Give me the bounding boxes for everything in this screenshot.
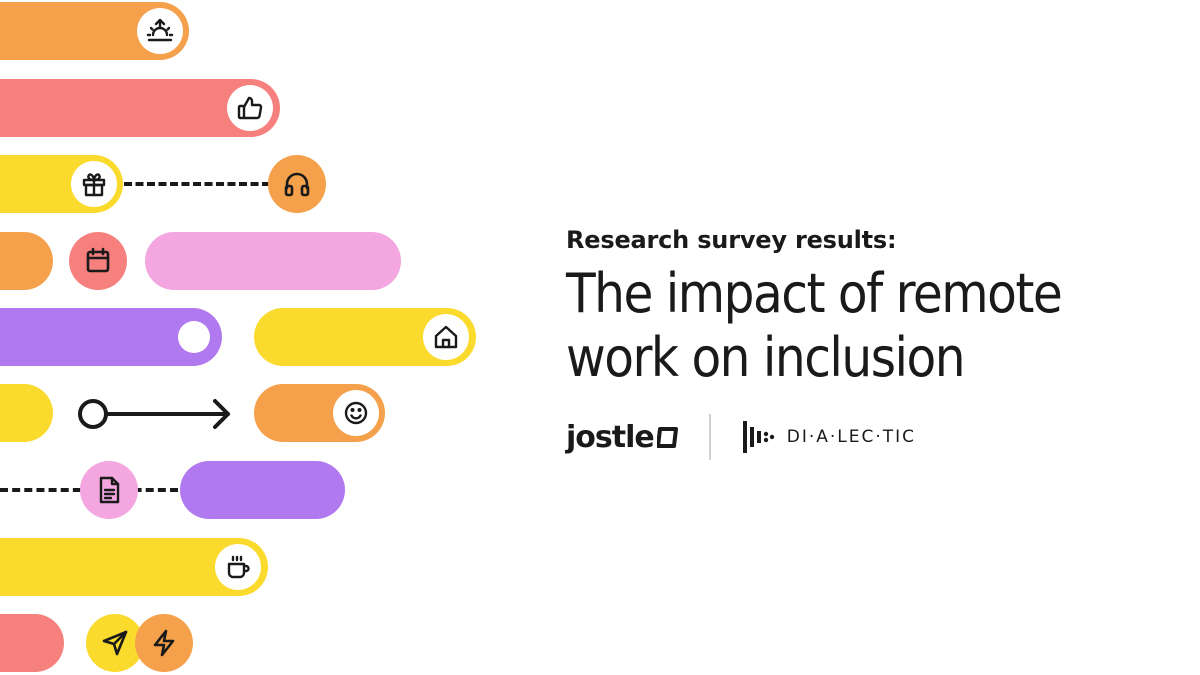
title-line-1: The impact of remote — [566, 262, 1063, 325]
thumbs-up-icon — [227, 85, 273, 131]
jostle-mark-icon — [656, 427, 678, 448]
dialectic-mark-icon — [742, 421, 774, 453]
jostle-wordmark: jostle — [566, 419, 655, 455]
red-bar — [0, 614, 64, 672]
dialectic-logo: DI·A·LEC·TIC — [741, 418, 916, 456]
dialectic-wordmark: DI·A·LEC·TIC — [786, 427, 917, 447]
title-block: Research survey results: The impact of r… — [566, 226, 1063, 390]
lightning-icon — [135, 614, 193, 672]
sunrise-icon — [137, 8, 183, 54]
yellow-bar — [0, 384, 53, 442]
title-line-2: work on inclusion — [566, 326, 966, 389]
orange-bar — [0, 232, 53, 290]
dashed-connector — [124, 182, 270, 186]
logo-divider — [708, 414, 711, 460]
jostle-logo: jostle — [566, 420, 679, 455]
smiley-icon — [333, 390, 379, 436]
page-title: The impact of remote work on inclusion — [566, 262, 1063, 390]
headphones-icon — [268, 155, 326, 213]
coffee-icon — [215, 544, 261, 590]
calendar-icon — [69, 232, 127, 290]
logo-row: jostle DI·A·LEC·TIC — [566, 414, 916, 460]
subtitle: Research survey results: — [566, 226, 897, 254]
purple-bar — [180, 461, 345, 519]
white-dot — [178, 321, 210, 353]
gift-icon — [71, 161, 117, 207]
arrow-connector — [78, 399, 230, 429]
send-icon — [86, 614, 144, 672]
document-icon — [80, 461, 138, 519]
home-icon — [423, 314, 469, 360]
pink-bar — [145, 232, 401, 290]
